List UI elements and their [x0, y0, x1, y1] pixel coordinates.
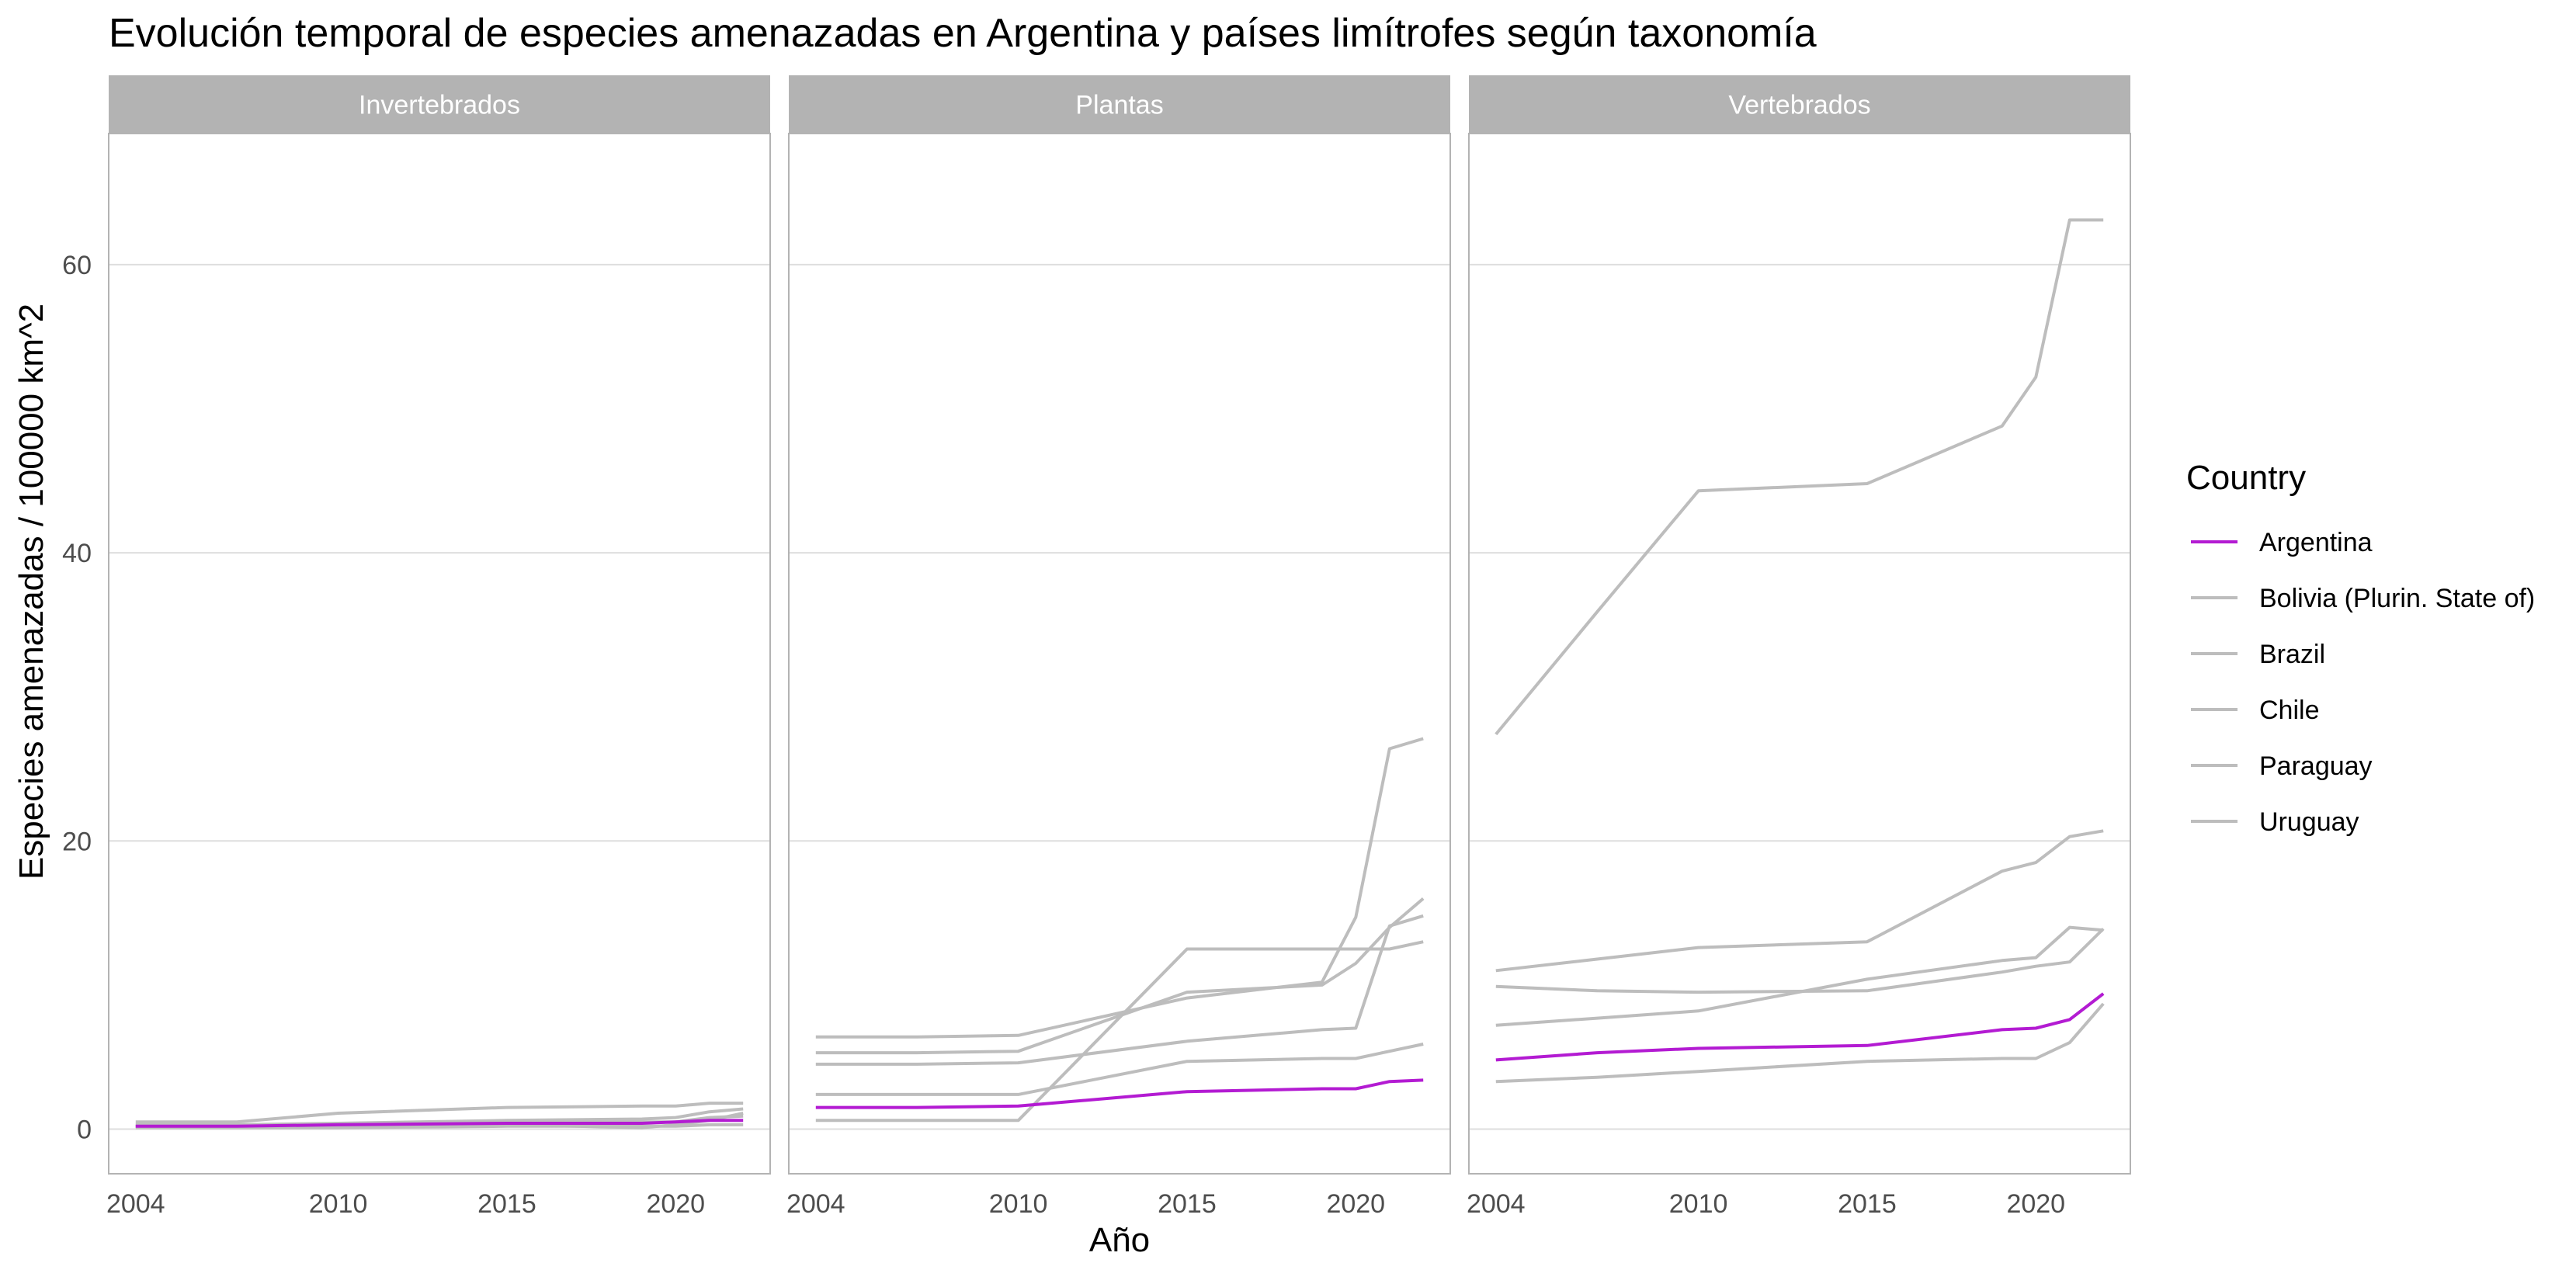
x-tick-label: 2020: [1326, 1189, 1385, 1219]
series-line-argentina: [815, 1078, 1424, 1109]
x-tick-label: 2020: [2006, 1189, 2065, 1219]
facet-panel-vertebrados: Vertebrados 2004 2010 2015 2020: [1467, 75, 2131, 1219]
legend-label: Brazil: [2259, 640, 2325, 669]
facet-panel-plantas: Plantas 2004 2010 2015 2020: [786, 75, 1451, 1219]
series-line-chile: [1495, 1002, 2105, 1084]
facet-strip-label: Invertebrados: [359, 91, 520, 120]
legend-entry: Paraguay: [2191, 751, 2373, 781]
y-tick-label: 40: [62, 539, 92, 568]
facet-strip-label: Vertebrados: [1728, 91, 1870, 120]
series-line-uruguay: [135, 1102, 744, 1124]
series-line-chile: [815, 1043, 1424, 1096]
legend-title: Country: [2186, 459, 2306, 497]
legend-entry: Chile: [2191, 696, 2319, 725]
legend-entry: Bolivia (Plurin. State of): [2191, 584, 2535, 613]
legend-entry: Uruguay: [2191, 807, 2359, 837]
legend-label: Uruguay: [2259, 807, 2359, 837]
x-tick-label: 2010: [309, 1189, 368, 1219]
y-tick-label: 0: [77, 1115, 92, 1144]
legend-label: Paraguay: [2259, 751, 2373, 781]
legend-entry: Argentina: [2191, 528, 2373, 557]
facet-strip: [109, 75, 770, 134]
x-tick-label: 2004: [1467, 1189, 1526, 1219]
x-tick-label: 2015: [1838, 1189, 1897, 1219]
series-line-argentina: [1495, 992, 2105, 1062]
legend: Country Argentina Bolivia (Plurin. State …: [2186, 459, 2535, 837]
x-tick-label: 2004: [786, 1189, 845, 1219]
facet-strip: [789, 75, 1450, 134]
x-tick-label: 2010: [989, 1189, 1048, 1219]
series-line-uruguay: [1495, 218, 2104, 736]
series-line-uruguay: [815, 737, 1424, 1039]
x-tick-label: 2020: [646, 1189, 705, 1219]
series-line-brazil: [815, 914, 1424, 1066]
legend-label: Chile: [2259, 696, 2319, 725]
series-line-bolivia-plurin-state-of: [1495, 928, 2105, 994]
y-tick-label: 60: [62, 251, 92, 280]
legend-label: Argentina: [2259, 528, 2373, 557]
facet-strip-label: Plantas: [1075, 91, 1163, 120]
y-axis-label: Especies amenazadas / 100000 km^2: [12, 304, 50, 880]
y-tick-label: 20: [62, 827, 92, 856]
x-tick-label: 2015: [477, 1189, 536, 1219]
series-line-brazil: [1495, 925, 2104, 1027]
facet-strip: [1469, 75, 2130, 134]
panel-border: [1468, 133, 2131, 1175]
legend-label: Bolivia (Plurin. State of): [2259, 584, 2535, 613]
series-line-argentina: [135, 1119, 744, 1128]
series-line-bolivia-plurin-state-of: [815, 940, 1424, 1123]
facet-panels: Invertebrados 2004 2010 2015 2020 Plantas 2004…: [106, 75, 2131, 1219]
panel-border: [108, 133, 771, 1175]
x-tick-label: 2010: [1669, 1189, 1728, 1219]
legend-entry: Brazil: [2191, 640, 2325, 669]
chart-title: Evolución temporal de especies amenazada…: [109, 11, 1817, 56]
x-tick-label: 2015: [1158, 1189, 1217, 1219]
x-axis-label: Año: [1089, 1221, 1150, 1259]
panel-border: [788, 133, 1451, 1175]
facet-panel-invertebrados: Invertebrados 2004 2010 2015 2020: [106, 75, 771, 1219]
series-line-paraguay: [1495, 829, 2104, 973]
x-tick-label: 2004: [106, 1189, 165, 1219]
